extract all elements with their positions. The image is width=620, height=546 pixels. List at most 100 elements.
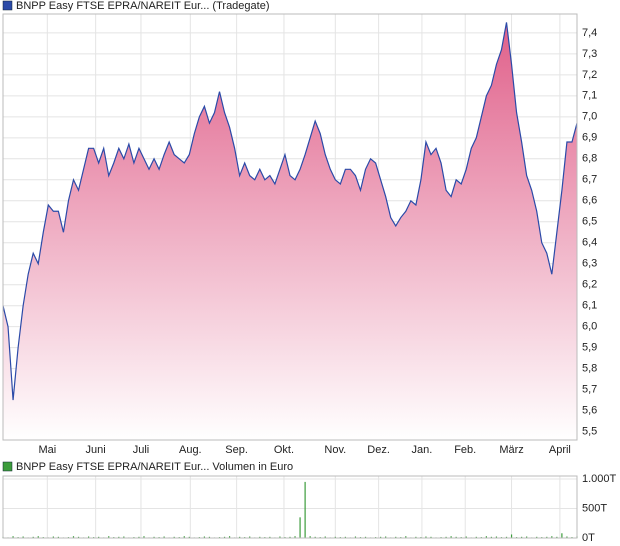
volume-bar	[228, 536, 231, 538]
y-tick-label: 5,5	[582, 426, 597, 438]
volume-bar	[445, 536, 447, 538]
volume-bar	[183, 536, 185, 538]
volume-bar	[510, 534, 513, 538]
volume-bar	[309, 536, 311, 538]
volume-bar	[354, 536, 357, 538]
y-tick-label: 7,0	[582, 111, 597, 123]
volume-bar	[344, 536, 346, 538]
plot-border	[2, 475, 578, 539]
y-tick-label: 7,1	[582, 90, 597, 102]
y-tick-label: 5,7	[582, 384, 597, 396]
volume-bar	[259, 536, 261, 538]
volume-bar	[304, 481, 306, 538]
volume-bar	[12, 536, 14, 538]
y-tick-label: 7,2	[582, 69, 597, 81]
x-tick-label: Juli	[133, 444, 150, 456]
volume-bar	[249, 536, 251, 538]
volume-bar	[395, 536, 397, 538]
volume-bar	[475, 536, 477, 538]
volume-bar	[495, 536, 498, 538]
volume-bar	[203, 536, 206, 538]
y-tick-label: 0T	[582, 532, 595, 544]
y-tick-label: 6,5	[582, 216, 597, 228]
y-tick-label: 6,0	[582, 321, 597, 333]
volume-bar	[173, 536, 175, 538]
volume-bar	[123, 536, 125, 538]
volume-bar	[485, 536, 487, 538]
volume-bar	[143, 536, 145, 538]
volume-bar	[314, 536, 316, 538]
legend-label: BNPP Easy FTSE EPRA/NAREIT Eur... Volume…	[16, 461, 293, 473]
volume-bar	[551, 536, 553, 538]
volume-bar	[556, 536, 558, 538]
volume-bar	[22, 536, 24, 538]
volume-bar	[118, 536, 120, 538]
volume-bar	[364, 536, 367, 538]
x-tick-label: Dez.	[367, 444, 390, 456]
volume-bar	[223, 536, 226, 538]
plot-border	[2, 13, 578, 441]
volume-bar	[37, 536, 39, 538]
volume-bar	[52, 536, 54, 538]
volume-bar	[72, 536, 75, 538]
y-tick-label: 6,7	[582, 174, 597, 186]
volume-bar	[415, 536, 417, 538]
volume-bar	[77, 536, 80, 538]
volume-bar	[32, 536, 34, 538]
volume-bar	[153, 536, 155, 538]
x-tick-label: März	[499, 444, 523, 456]
y-tick-label: 6,3	[582, 258, 597, 270]
volume-bar	[561, 533, 563, 538]
legend-swatch	[2, 0, 13, 11]
volume-bar	[465, 536, 467, 538]
volume-bar	[425, 536, 427, 538]
volume-bar	[405, 536, 407, 538]
volume-bar	[289, 536, 291, 538]
y-tick-label: 6,8	[582, 153, 597, 165]
volume-bar	[430, 536, 432, 538]
area	[3, 22, 577, 440]
x-tick-label: Nov.	[324, 444, 346, 456]
x-tick-label: Sep.	[225, 444, 248, 456]
x-tick-label: Jan.	[412, 444, 433, 456]
y-tick-label: 1.000T	[582, 473, 617, 485]
plot-area	[3, 476, 577, 538]
volume-bar	[279, 536, 281, 538]
y-tick-label: 5,9	[582, 342, 597, 354]
y-tick-label: 6,9	[582, 132, 597, 144]
volume-bar	[521, 536, 523, 538]
y-tick-label: 6,2	[582, 279, 597, 291]
volume-bar	[334, 536, 336, 538]
volume-bar	[239, 536, 241, 538]
volume-bar	[57, 536, 59, 538]
x-tick-label: Okt.	[274, 444, 294, 456]
y-tick-label: 500T	[582, 502, 607, 514]
line	[2, 22, 578, 401]
volume-bar	[87, 536, 90, 538]
volume-bar	[505, 536, 508, 538]
legend-swatch	[2, 461, 13, 472]
volume-bar	[490, 536, 493, 538]
x-tick-label: Juni	[86, 444, 106, 456]
volume-bar	[108, 536, 110, 538]
volume-bar	[566, 536, 568, 538]
x-tick-label: Mai	[38, 444, 56, 456]
volume-bar	[188, 536, 190, 538]
volume-bar	[536, 536, 538, 538]
volume-bar	[163, 536, 165, 538]
y-tick-label: 7,3	[582, 48, 597, 60]
volume-bar	[450, 536, 452, 538]
volume-bar	[294, 536, 296, 538]
x-tick-label: April	[549, 444, 571, 456]
x-tick-label: Feb.	[454, 444, 476, 456]
volume-bar	[385, 536, 387, 538]
x-tick-label: Aug.	[179, 444, 202, 456]
volume-bar	[269, 536, 271, 538]
y-tick-label: 7,4	[582, 27, 597, 39]
volume-bar	[546, 536, 548, 538]
volume-bar	[208, 536, 211, 538]
volume-bar	[455, 536, 457, 538]
y-tick-label: 5,6	[582, 405, 597, 417]
y-tick-label: 6,4	[582, 237, 597, 249]
